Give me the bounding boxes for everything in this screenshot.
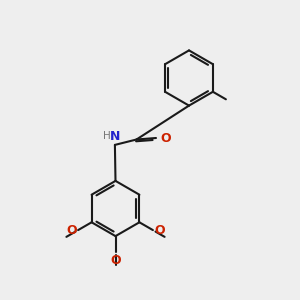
Text: O: O — [66, 224, 76, 237]
Text: O: O — [154, 224, 165, 237]
Text: N: N — [110, 130, 120, 143]
Text: H: H — [103, 131, 110, 141]
Text: O: O — [160, 131, 170, 145]
Text: O: O — [110, 254, 121, 267]
